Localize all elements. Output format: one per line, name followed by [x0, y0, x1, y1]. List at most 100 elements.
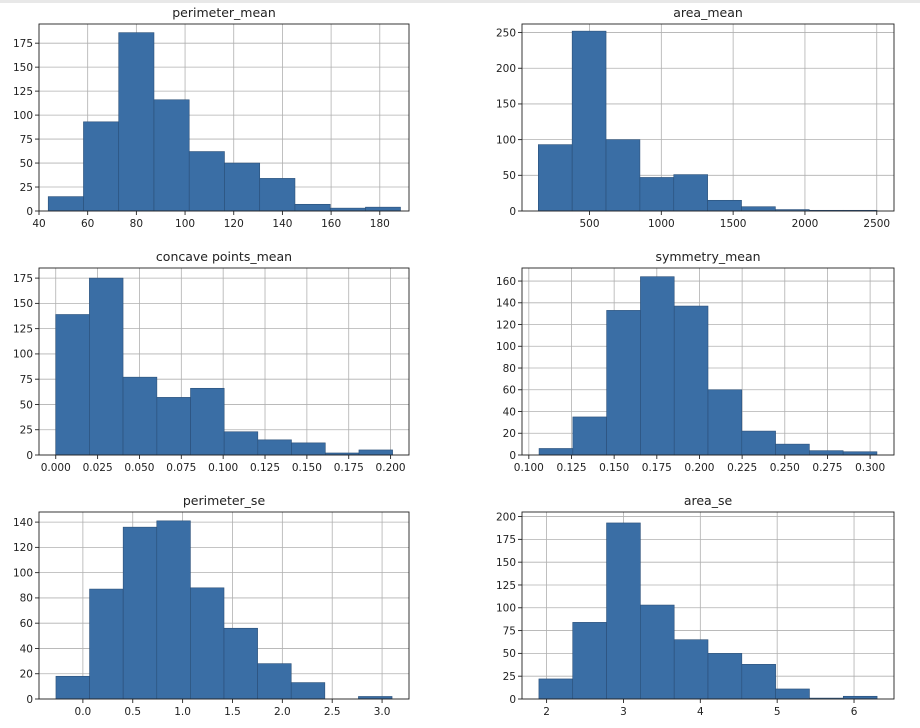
y-tick-label: 80	[503, 363, 516, 375]
histogram-bar	[640, 276, 675, 456]
y-tick-label: 50	[503, 170, 516, 182]
y-tick-label: 60	[503, 385, 516, 397]
y-tick-label: 175	[13, 38, 33, 50]
histogram-bar	[190, 587, 225, 700]
y-tick-label: 150	[496, 557, 516, 569]
histogram-bar	[122, 526, 158, 700]
x-tick-label: 100	[175, 218, 195, 230]
histogram-bar	[571, 30, 607, 212]
x-tick-label: 0.025	[83, 462, 113, 474]
y-tick-label: 60	[20, 618, 33, 630]
x-tick-label: 0.300	[855, 462, 885, 474]
x-tick-label: 4	[697, 706, 704, 718]
x-tick-label: 0.0	[75, 706, 92, 718]
y-tick-label: 200	[496, 511, 516, 523]
histogram-bar	[707, 389, 743, 456]
histogram-bar	[153, 99, 190, 212]
y-tick-label: 150	[13, 62, 33, 74]
y-tick-label: 140	[13, 517, 33, 529]
y-tick-label: 200	[496, 63, 516, 75]
y-tick-label: 100	[496, 341, 516, 353]
histogram-bar	[775, 443, 810, 456]
histogram-bar	[741, 430, 776, 456]
y-tick-label: 160	[496, 276, 516, 288]
histogram-bar	[606, 522, 641, 700]
histogram-bar	[707, 199, 742, 212]
histogram-bar	[259, 178, 296, 212]
subplot-5: 0.0 0.5 1.0 1.5 2.0 2.5 3.0 0 20 40 60 80 100 120 140 p…	[13, 493, 410, 718]
histogram-bar	[365, 206, 401, 212]
x-tick-label: 60	[81, 218, 94, 230]
axes-frame	[521, 23, 895, 212]
y-tick-label: 100	[13, 349, 33, 361]
x-tick-label: 1000	[648, 218, 675, 230]
x-tick-label: 0.150	[292, 462, 322, 474]
y-tick-label: 120	[496, 319, 516, 331]
x-tick-label: 0.050	[124, 462, 154, 474]
histogram-bar	[223, 431, 259, 456]
histogram-bar	[223, 627, 258, 700]
y-tick-label: 140	[496, 298, 516, 310]
histogram-bar	[257, 439, 292, 456]
histogram-bar	[572, 622, 607, 700]
y-tick-label: 250	[496, 27, 516, 39]
x-tick-label: 0.175	[642, 462, 672, 474]
x-tick-label: 6	[851, 706, 858, 718]
histogram-bar	[842, 451, 878, 456]
y-tick-label: 100	[496, 134, 516, 146]
histogram-bar	[190, 387, 225, 456]
y-tick-label: 0	[26, 694, 33, 706]
top-border	[0, 0, 920, 3]
subplot-4: 0.100 0.125 0.150 0.175 0.200 0.225 0.250 0.275…	[496, 249, 895, 474]
x-tick-label: 2000	[792, 218, 819, 230]
x-tick-label: 2.0	[274, 706, 291, 718]
histogram-bar	[605, 139, 641, 212]
x-tick-label: 0.075	[166, 462, 196, 474]
x-tick-label: 0.5	[124, 706, 141, 718]
x-tick-label: 3.0	[374, 706, 391, 718]
y-tick-label: 25	[20, 182, 33, 194]
x-tick-label: 0.275	[812, 462, 842, 474]
y-tick-label: 0	[26, 206, 33, 218]
y-tick-label: 50	[503, 648, 516, 660]
axes-frame	[38, 267, 410, 456]
y-tick-label: 120	[13, 542, 33, 554]
y-tick-label: 0	[509, 450, 516, 462]
subplot-6: 2 3 4 5 6 0 25 50 75 100 125 150 175 200 area_se	[496, 493, 895, 718]
y-tick-label: 0	[509, 206, 516, 218]
y-tick-label: 100	[13, 110, 33, 122]
histogram-bar	[188, 151, 225, 212]
x-tick-label: 0.125	[556, 462, 586, 474]
y-tick-label: 20	[503, 428, 516, 440]
y-tick-label: 100	[496, 603, 516, 615]
histogram-bar	[572, 416, 607, 456]
x-tick-label: 120	[224, 218, 244, 230]
histogram-bar	[775, 688, 810, 700]
axes-frame	[521, 267, 895, 456]
histogram-bar	[741, 206, 776, 212]
histogram-bar	[156, 397, 191, 456]
histogram-bar	[639, 177, 675, 212]
x-tick-label: 1.0	[174, 706, 191, 718]
histogram-bar	[83, 121, 120, 212]
y-tick-label: 40	[20, 643, 33, 655]
histogram-bar	[118, 32, 155, 212]
y-tick-label: 100	[13, 567, 33, 579]
x-tick-label: 0.250	[770, 462, 800, 474]
histogram-bar	[55, 675, 90, 700]
y-tick-label: 150	[13, 298, 33, 310]
axes-frame	[38, 23, 410, 212]
histogram-bar	[224, 162, 261, 212]
subplot-title: concave points_mean	[156, 249, 292, 264]
histogram-bar	[707, 653, 743, 700]
histogram-bar	[291, 442, 326, 456]
x-tick-label: 0.200	[684, 462, 714, 474]
histogram-bar	[257, 663, 292, 700]
y-tick-label: 25	[20, 425, 33, 437]
subplot-1: 40 60 80 100 120 140 160 180 0 25 50 75 100 125 150 175…	[13, 5, 410, 230]
x-tick-label: 0.175	[334, 462, 364, 474]
histogram-bar	[606, 310, 641, 456]
subplot-title: symmetry_mean	[655, 249, 760, 264]
y-tick-label: 75	[20, 134, 33, 146]
